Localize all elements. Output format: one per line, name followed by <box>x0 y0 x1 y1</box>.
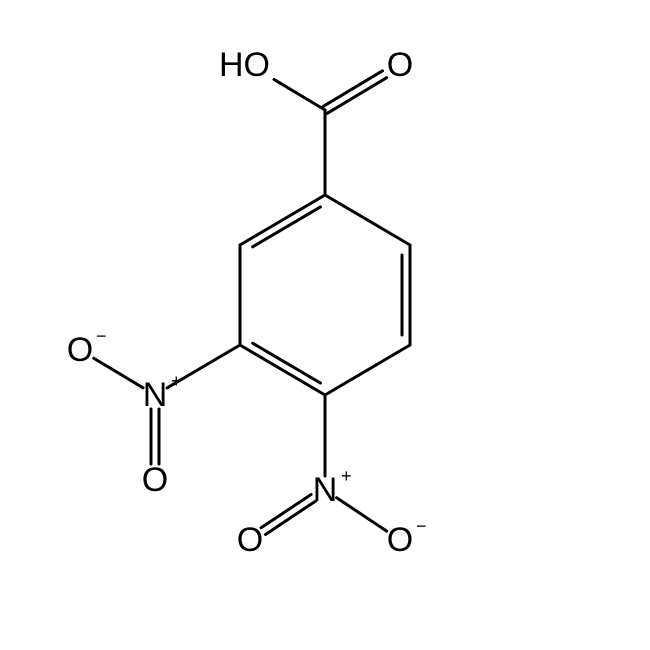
atom-O5: O <box>237 521 263 559</box>
atom-O1: O <box>387 46 413 84</box>
atom-N1: N <box>143 376 168 414</box>
charge-O6: − <box>416 516 427 536</box>
atom-N2: N <box>313 471 338 509</box>
atom-O6: O <box>387 521 413 559</box>
charge-N1: + <box>171 371 182 391</box>
atom-O3: O <box>67 331 93 369</box>
charge-N2: + <box>341 466 352 486</box>
chemical-structure-diagram: OHON+O−ON+OO− <box>0 0 650 650</box>
atom-O2: HO <box>219 46 270 84</box>
charge-O3: − <box>96 326 107 346</box>
atom-O4: O <box>142 461 168 499</box>
